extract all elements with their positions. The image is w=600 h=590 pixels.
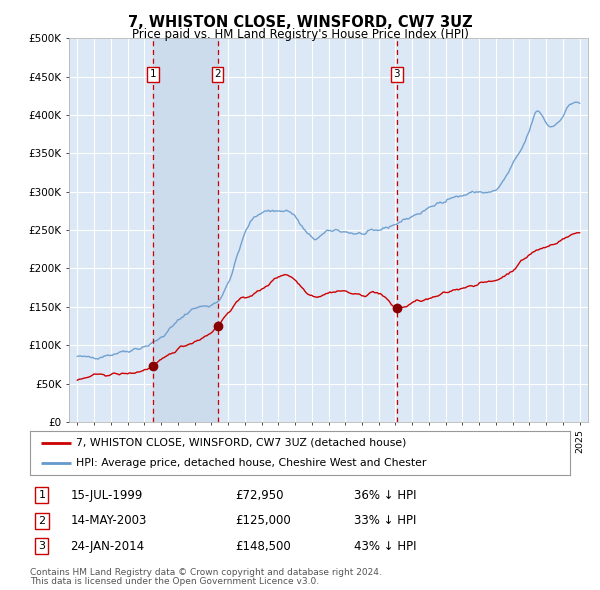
- Text: 24-JAN-2014: 24-JAN-2014: [71, 540, 145, 553]
- Text: Contains HM Land Registry data © Crown copyright and database right 2024.: Contains HM Land Registry data © Crown c…: [30, 568, 382, 576]
- Text: £125,000: £125,000: [235, 514, 291, 527]
- Text: 3: 3: [38, 541, 46, 551]
- Text: 7, WHISTON CLOSE, WINSFORD, CW7 3UZ: 7, WHISTON CLOSE, WINSFORD, CW7 3UZ: [128, 15, 472, 30]
- Text: 3: 3: [394, 70, 400, 80]
- Bar: [154, 38, 218, 422]
- Text: 36% ↓ HPI: 36% ↓ HPI: [354, 489, 416, 502]
- Text: £72,950: £72,950: [235, 489, 284, 502]
- Text: 33% ↓ HPI: 33% ↓ HPI: [354, 514, 416, 527]
- Text: 1: 1: [150, 70, 157, 80]
- Text: HPI: Average price, detached house, Cheshire West and Chester: HPI: Average price, detached house, Ches…: [76, 458, 426, 468]
- Text: 43% ↓ HPI: 43% ↓ HPI: [354, 540, 416, 553]
- Text: Price paid vs. HM Land Registry's House Price Index (HPI): Price paid vs. HM Land Registry's House …: [131, 28, 469, 41]
- Text: 2: 2: [214, 70, 221, 80]
- Text: This data is licensed under the Open Government Licence v3.0.: This data is licensed under the Open Gov…: [30, 577, 319, 586]
- Text: 2: 2: [38, 516, 46, 526]
- Text: 14-MAY-2003: 14-MAY-2003: [71, 514, 147, 527]
- Text: 15-JUL-1999: 15-JUL-1999: [71, 489, 143, 502]
- Text: £148,500: £148,500: [235, 540, 291, 553]
- Text: 7, WHISTON CLOSE, WINSFORD, CW7 3UZ (detached house): 7, WHISTON CLOSE, WINSFORD, CW7 3UZ (det…: [76, 438, 406, 448]
- Text: 1: 1: [38, 490, 46, 500]
